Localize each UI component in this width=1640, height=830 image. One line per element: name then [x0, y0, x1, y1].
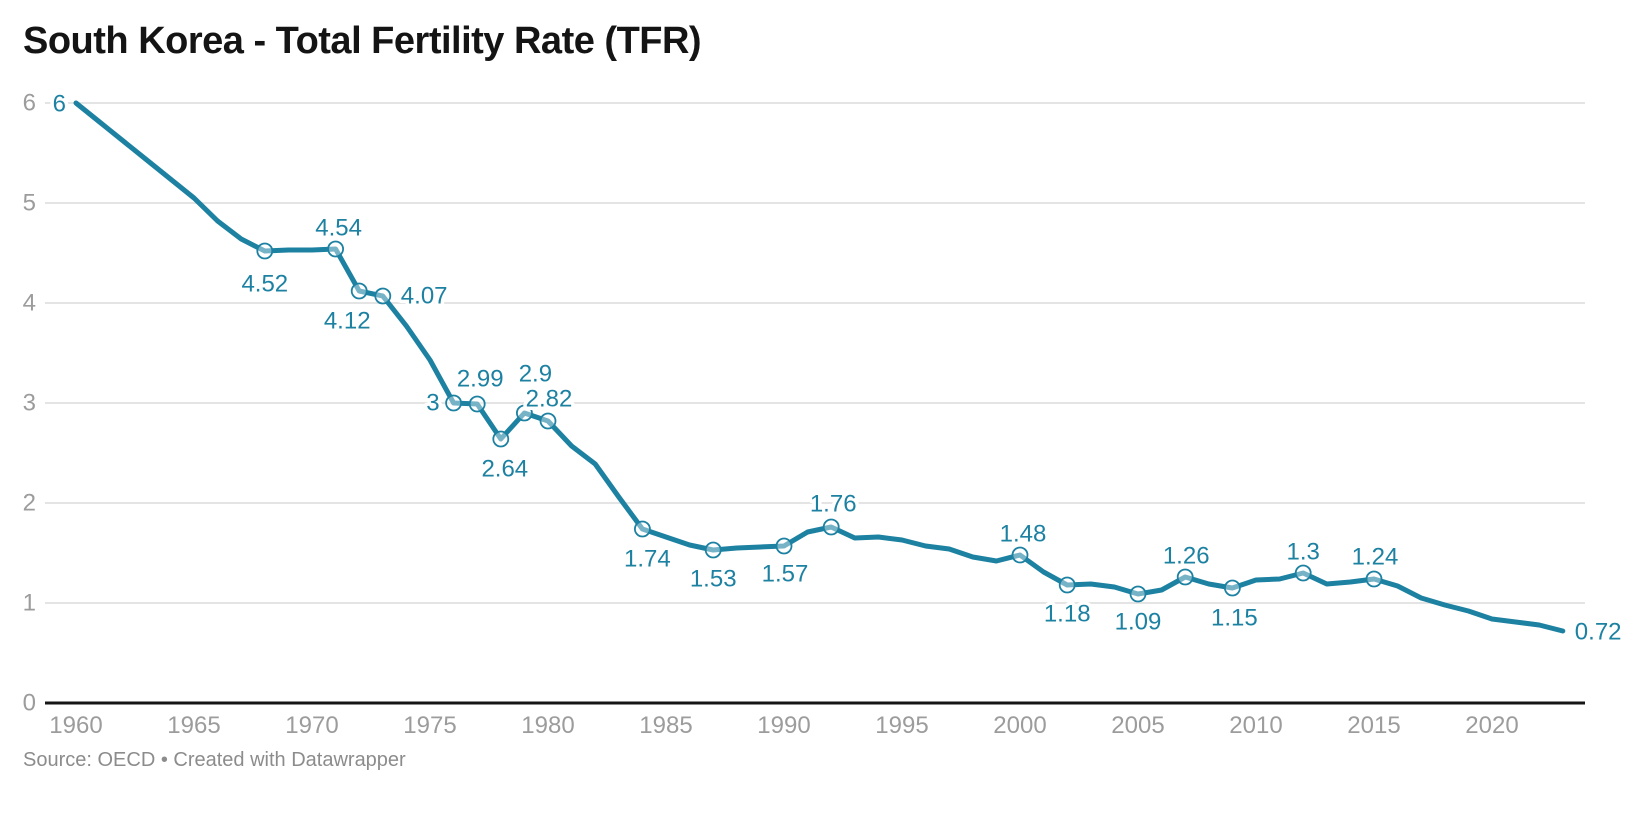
point-marker — [256, 242, 274, 260]
point-marker — [1365, 570, 1383, 588]
x-tick-label: 2015 — [1347, 712, 1400, 739]
x-tick-label: 1960 — [49, 712, 102, 739]
point-marker — [1294, 564, 1312, 582]
point-label: 1.09 — [1115, 609, 1162, 636]
point-label: 2.64 — [481, 456, 528, 483]
point-marker — [445, 394, 463, 412]
point-marker — [1224, 579, 1241, 597]
point-label: 1.53 — [690, 566, 737, 593]
x-tick-label: 2005 — [1111, 712, 1164, 739]
x-tick-label: 1975 — [403, 712, 456, 739]
y-tick-label: 2 — [23, 490, 36, 517]
point-label: 4.54 — [315, 215, 362, 242]
point-label: 1.15 — [1211, 605, 1258, 632]
y-tick-label: 6 — [23, 90, 36, 117]
point-label: 2.9 — [519, 361, 552, 388]
series-line — [73, 100, 1566, 634]
point-marker — [492, 430, 510, 448]
point-marker — [327, 240, 345, 258]
point-label: 2.82 — [526, 386, 573, 413]
point-marker — [1129, 585, 1147, 603]
point-label: 1.18 — [1044, 601, 1091, 628]
point-label: 0.72 — [1575, 619, 1622, 646]
point-marker — [822, 518, 840, 536]
point-marker — [704, 541, 722, 559]
point-marker — [350, 282, 368, 300]
point-marker — [374, 287, 392, 305]
point-label: 6 — [53, 91, 66, 118]
chart-title: South Korea - Total Fertility Rate (TFR) — [23, 20, 702, 62]
point-label: 1.24 — [1352, 544, 1399, 571]
x-tick-label: 2020 — [1465, 712, 1518, 739]
x-tick-label: 2000 — [993, 712, 1046, 739]
point-marker — [1011, 546, 1029, 564]
point-label: 4.12 — [324, 308, 371, 335]
point-label: 1.76 — [810, 491, 857, 518]
point-label: 1.74 — [624, 546, 671, 573]
point-label: 4.07 — [401, 283, 448, 310]
point-label: 1.48 — [1000, 521, 1047, 548]
source-note: Source: OECD • Created with Datawrapper — [23, 749, 406, 771]
x-tick-label: 1980 — [521, 712, 574, 739]
point-marker — [1176, 568, 1194, 586]
point-label: 4.52 — [241, 271, 288, 298]
point-marker — [1058, 576, 1076, 594]
point-label: 1.57 — [762, 561, 809, 588]
y-tick-label: 1 — [23, 590, 36, 617]
x-tick-label: 1995 — [875, 712, 928, 739]
y-tick-label: 5 — [23, 190, 36, 217]
x-tick-label: 2010 — [1229, 712, 1282, 739]
point-marker — [468, 395, 486, 413]
y-tick-label: 0 — [23, 690, 36, 717]
point-marker — [539, 412, 557, 430]
point-label: 1.26 — [1163, 543, 1210, 570]
x-tick-label: 1990 — [757, 712, 810, 739]
point-label: 1.3 — [1287, 539, 1320, 566]
point-marker — [775, 537, 793, 555]
point-label: 3 — [426, 390, 439, 417]
point-marker — [634, 520, 651, 538]
point-label: 2.99 — [457, 366, 504, 393]
y-tick-label: 3 — [23, 390, 36, 417]
x-tick-label: 1970 — [285, 712, 338, 739]
x-tick-label: 1985 — [639, 712, 692, 739]
x-tick-label: 1965 — [167, 712, 220, 739]
y-tick-label: 4 — [23, 290, 36, 317]
point-marker — [516, 404, 533, 422]
